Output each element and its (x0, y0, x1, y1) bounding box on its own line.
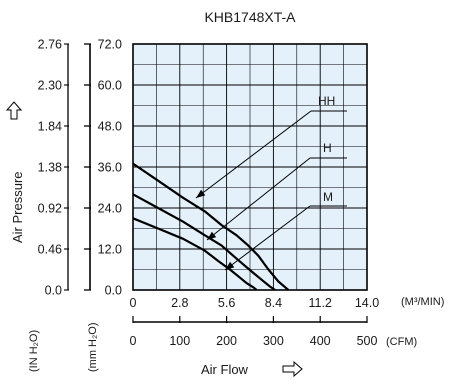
x-tick-label-cfm: 500 (357, 334, 378, 348)
x-tick-label: 0 (130, 296, 137, 310)
x-tick-label: 5.6 (218, 296, 235, 310)
y-tick-label-mm: 24.0 (98, 202, 122, 216)
leader-line (206, 157, 311, 241)
arrowhead (207, 231, 217, 240)
right-arrow-icon (282, 360, 303, 378)
y-tick-label-mm: 12.0 (98, 243, 122, 257)
series-label-m: M (323, 190, 333, 204)
y-tick-label-mm: 0.0 (105, 284, 122, 298)
y-ticks-in: 0.0 0.46 0.92 1.38 1.84 2.30 2.76 (38, 38, 69, 298)
curves (132, 162, 290, 291)
x-tick-label-cfm: 100 (169, 334, 190, 348)
y-tick-label-mm: 60.0 (98, 79, 122, 93)
y-tick-label-in: 0.92 (38, 202, 62, 216)
x-tick-label-cfm: 400 (310, 334, 331, 348)
x-tick-label: 2.8 (171, 296, 188, 310)
y-unit-primary: (mm H₂O) (87, 323, 99, 372)
series-label-h: H (323, 141, 332, 155)
x-tick-label-cfm: 200 (216, 334, 237, 348)
y-tick-label-mm: 72.0 (98, 38, 122, 52)
x-ticks-cfm: 0 100 200 300 400 500 (130, 316, 378, 348)
y-tick-label-in: 1.84 (38, 120, 62, 134)
y-tick-label-in: 0.0 (45, 284, 62, 298)
arrowhead (196, 189, 206, 198)
x-tick-label-cfm: 0 (130, 334, 137, 348)
y-axis-label: Air Pressure (10, 171, 25, 243)
y-ticks-mm: 0.0 12.0 24.0 36.0 48.0 60.0 72.0 (84, 38, 122, 298)
leader-line (195, 110, 312, 199)
series-line-h (132, 193, 276, 291)
series-label-hh: HH (318, 94, 335, 108)
series-line-hh (132, 162, 290, 291)
x-tick-label: 11.2 (308, 296, 331, 310)
x-tick-label: 8.4 (265, 296, 282, 310)
y-tick-label-in: 1.38 (38, 161, 62, 175)
y-tick-label-mm: 36.0 (98, 161, 122, 175)
y-unit-secondary: (IN H₂O) (28, 330, 40, 372)
arrowhead (225, 261, 235, 270)
x-ticks-cmm: 0 2.8 5.6 8.4 11.2 14.0 (130, 296, 380, 310)
y-tick-label-in: 2.76 (38, 38, 62, 52)
series-line-m (132, 217, 258, 291)
up-arrow-icon (5, 101, 23, 120)
x-unit-primary: (M³/MIN) (401, 296, 444, 308)
x-unit-secondary: (CFM) (386, 336, 417, 348)
x-axis-label: Air Flow (201, 362, 249, 377)
leader-line (224, 205, 311, 271)
chart-title: KHB1748XT-A (204, 9, 296, 25)
plot-frame (132, 43, 368, 291)
y-tick-label-in: 0.46 (38, 243, 62, 257)
y-tick-label-in: 2.30 (38, 79, 62, 93)
x-tick-label-cfm: 300 (263, 334, 284, 348)
y-tick-label-mm: 48.0 (98, 120, 122, 134)
x-tick-label: 14.0 (355, 296, 379, 310)
